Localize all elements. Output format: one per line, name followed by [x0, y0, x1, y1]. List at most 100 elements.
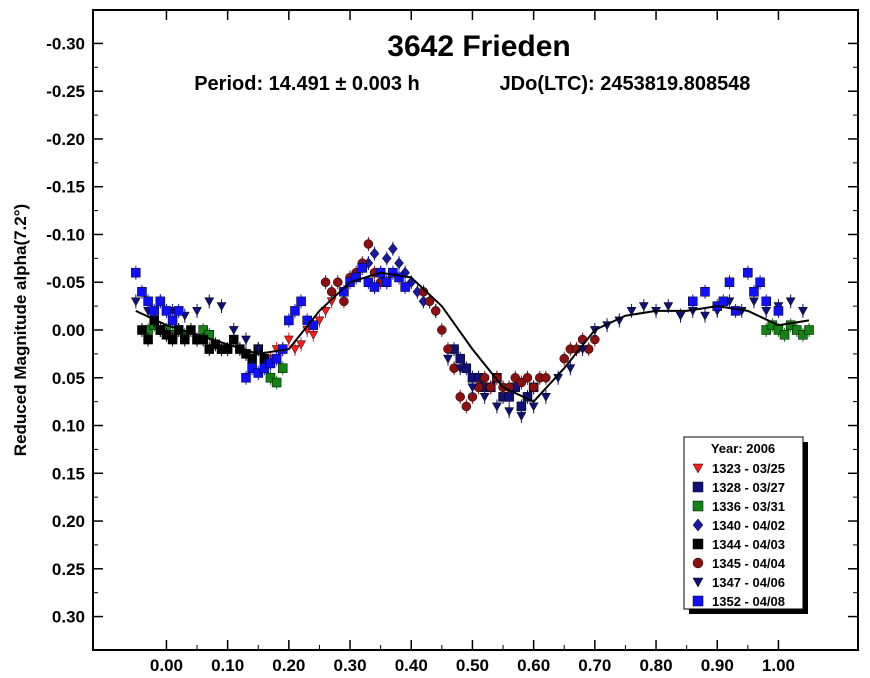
legend-marker-1 — [692, 481, 704, 493]
data-point-s4-5 — [167, 334, 178, 345]
y-tick-label: 0.30 — [52, 608, 85, 627]
data-point-s7-36 — [730, 306, 741, 316]
data-point-s2-13 — [761, 325, 771, 335]
chart-title: 3642 Frieden — [387, 30, 570, 63]
data-point-s0-3 — [283, 335, 294, 345]
data-point-s6-17 — [516, 412, 527, 421]
y-tick-label: -0.05 — [46, 273, 85, 292]
data-point-s5-1 — [326, 287, 337, 297]
data-point-s5-18 — [461, 401, 472, 412]
data-point-s7-2 — [143, 296, 153, 307]
data-point-s6-14 — [479, 393, 490, 402]
data-point-s7-22 — [351, 272, 361, 283]
y-tick-label: 0.15 — [52, 464, 85, 483]
data-point-s5-0 — [320, 277, 331, 287]
data-point-s2-11 — [271, 377, 282, 388]
y-tick-label: -0.25 — [46, 82, 85, 101]
legend-label-7: 1352 - 04/08 — [712, 594, 785, 609]
x-tick-label: 0.10 — [211, 656, 244, 675]
data-point-s5-21 — [479, 373, 490, 383]
data-point-s5-14 — [437, 325, 447, 335]
y-tick-label: 0.10 — [52, 417, 85, 436]
data-point-s7-24 — [363, 277, 374, 287]
data-point-s4-0 — [137, 325, 147, 335]
x-tick-label: 0.80 — [639, 656, 672, 675]
data-point-s6-5 — [192, 307, 202, 316]
legend: Year: 2006 1323 - 03/25 1328 - 03/27 1336 … — [683, 436, 808, 614]
data-point-s7-3 — [149, 306, 159, 316]
data-point-s7-4 — [155, 296, 166, 307]
data-point-s7-39 — [755, 277, 765, 287]
data-point-s7-12 — [265, 358, 276, 369]
data-point-s7-8 — [241, 373, 251, 383]
y-axis: -0.30 -0.25 -0.20 -0.15 -0.10 -0.05 0.00 0.05 0.… — [46, 34, 858, 627]
data-point-s6-26 — [626, 307, 637, 316]
data-point-s5-7 — [363, 239, 374, 249]
data-point-s6-21 — [565, 364, 576, 374]
data-point-s6-9 — [241, 335, 251, 345]
data-point-s7-23 — [357, 263, 368, 273]
data-point-s5-11 — [418, 287, 429, 297]
data-point-s7-5 — [161, 306, 172, 316]
chart-subtitle-epoch: JDo(LTC): 2453819.808548 — [500, 73, 751, 95]
data-point-s7-29 — [394, 272, 404, 283]
data-point-s7-38 — [749, 287, 759, 297]
data-point-s7-27 — [382, 277, 392, 287]
y-tick-label: 0.20 — [52, 512, 85, 531]
data-point-s6-40 — [797, 307, 808, 316]
legend-label-3: 1340 - 04/02 — [712, 518, 785, 533]
data-point-s7-7 — [173, 306, 184, 316]
y-tick-label: 0.05 — [52, 369, 85, 388]
data-point-s2-18 — [792, 325, 802, 335]
data-point-s4-8 — [186, 325, 196, 335]
data-point-s2-12 — [277, 363, 288, 373]
data-point-s7-37 — [743, 267, 753, 278]
data-point-s5-22 — [486, 382, 496, 393]
legend-label-1: 1328 - 03/27 — [712, 480, 785, 495]
data-point-s7-34 — [718, 296, 729, 307]
data-point-s5-28 — [522, 373, 533, 383]
data-point-s4-3 — [155, 325, 166, 335]
chart-subtitle-period: Period: 14.491 ± 0.003 h — [194, 73, 420, 95]
data-point-s6-6 — [204, 297, 215, 307]
data-point-s2-16 — [779, 330, 790, 340]
data-point-s2-19 — [798, 330, 808, 340]
data-point-s4-4 — [161, 330, 172, 340]
data-point-s7-41 — [773, 306, 784, 316]
data-point-s7-40 — [761, 296, 771, 307]
data-point-s7-11 — [259, 363, 270, 373]
data-point-s0-9 — [320, 307, 331, 316]
data-point-s7-9 — [247, 363, 257, 373]
data-point-s3-3 — [381, 252, 392, 265]
data-point-s5-32 — [559, 353, 569, 364]
data-point-s3-5 — [394, 257, 404, 269]
x-tick-label: 0.50 — [456, 656, 489, 675]
x-tick-label: 0.70 — [578, 656, 611, 675]
legend-box — [683, 436, 804, 610]
data-point-s3-4 — [388, 243, 398, 255]
legend-label-4: 1344 - 04/03 — [712, 537, 785, 552]
x-tick-label: 1.00 — [762, 656, 795, 675]
data-point-s0-4 — [290, 345, 300, 355]
x-tick-label: 0.20 — [272, 656, 305, 675]
data-point-s4-1 — [143, 334, 153, 345]
data-point-s4-7 — [180, 334, 190, 345]
data-point-s6-0 — [130, 297, 141, 307]
data-point-s5-31 — [541, 373, 551, 383]
fit-curve — [135, 271, 810, 403]
legend-label-6: 1347 - 04/06 — [712, 575, 785, 590]
data-point-s5-17 — [455, 392, 465, 402]
legend-marker-2 — [692, 500, 704, 512]
data-point-s7-0 — [131, 267, 141, 278]
x-tick-label: 0.00 — [150, 656, 183, 675]
data-point-s3-1 — [369, 247, 380, 260]
legend-label-0: 1323 - 03/25 — [712, 461, 785, 476]
legend-title: Year: 2006 — [711, 441, 775, 456]
data-point-s6-7 — [216, 302, 227, 312]
data-point-s6-29 — [663, 302, 674, 312]
x-tick-label: 0.60 — [517, 656, 550, 675]
data-point-s6-32 — [700, 311, 710, 321]
data-point-s7-15 — [284, 315, 294, 326]
legend-marker-5 — [692, 557, 704, 569]
data-point-s5-12 — [424, 296, 435, 307]
